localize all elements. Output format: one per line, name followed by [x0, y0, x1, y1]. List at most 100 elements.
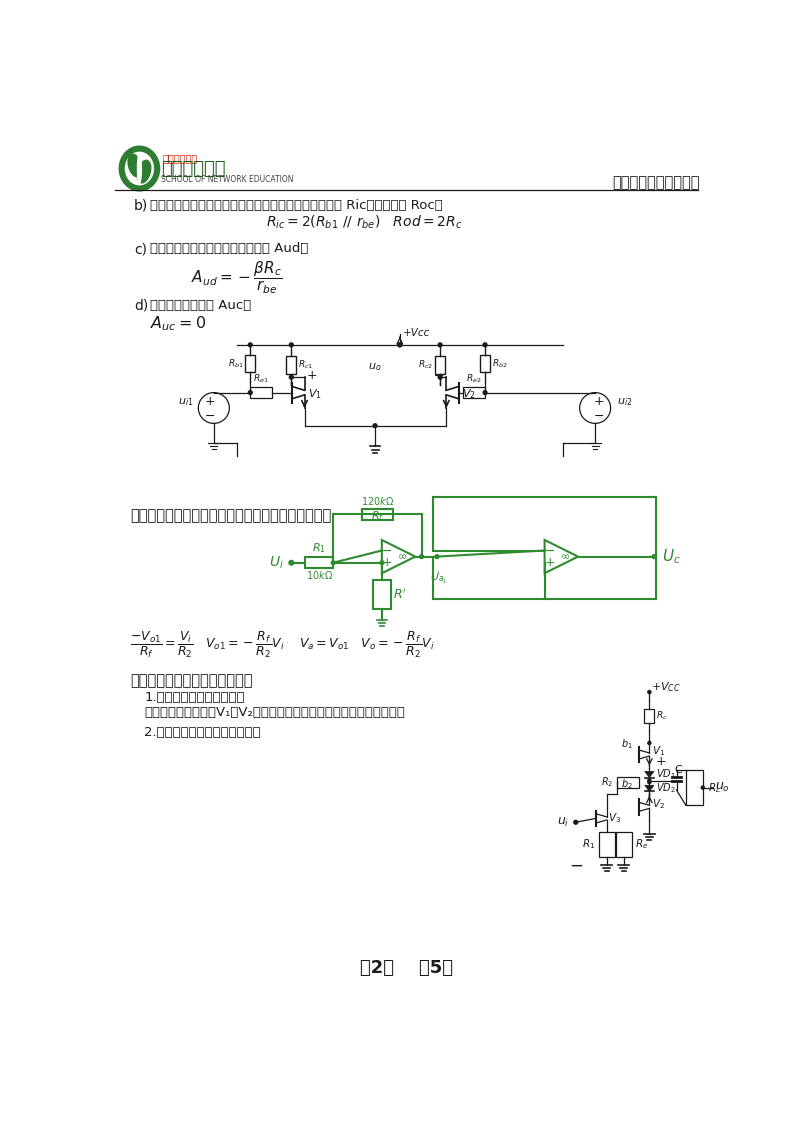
Text: $b_2$: $b_2$ [621, 776, 632, 791]
Text: $u_o$: $u_o$ [715, 781, 730, 794]
Bar [616, 833, 631, 857]
Text: $-$: $-$ [544, 544, 555, 557]
Ellipse shape [137, 160, 151, 183]
Polygon shape [645, 785, 654, 791]
Text: $+V_{CC}$: $+V_{CC}$ [651, 681, 680, 695]
Text: $U_c$: $U_c$ [662, 548, 680, 565]
Text: +: + [594, 395, 604, 408]
Bar [463, 387, 485, 398]
Text: $U_{a_1}$: $U_{a_1}$ [430, 570, 447, 586]
Text: $R_L$: $R_L$ [707, 781, 720, 794]
Circle shape [289, 561, 293, 565]
Text: 四．电路如图所示，请分析输入与输出之间的关系．: 四．电路如图所示，请分析输入与输出之间的关系． [130, 508, 331, 523]
Text: $\infty$: $\infty$ [397, 552, 407, 562]
Bar [645, 709, 654, 723]
Circle shape [648, 779, 651, 782]
Circle shape [289, 375, 293, 379]
Circle shape [648, 781, 651, 784]
Text: $V_1$: $V_1$ [653, 745, 665, 758]
Ellipse shape [119, 146, 159, 191]
Text: $R_1$: $R_1$ [582, 838, 595, 852]
Text: 1.该电路中二极管的作用；: 1.该电路中二极管的作用； [144, 690, 245, 703]
Polygon shape [645, 772, 654, 778]
Circle shape [419, 554, 423, 559]
Text: $R_{c1}$: $R_{c1}$ [298, 359, 313, 371]
Text: $R_{ic} = 2(R_{b1}\ //\ r_{be})$   $Rod = 2R_c$: $R_{ic} = 2(R_{b1}\ //\ r_{be})$ $Rod = … [266, 214, 462, 231]
Text: +: + [656, 755, 666, 767]
Text: +: + [307, 369, 317, 383]
Text: $R_{c2}$: $R_{c2}$ [419, 359, 434, 371]
Text: 陕西师范大学: 陕西师范大学 [163, 153, 198, 163]
Circle shape [652, 554, 656, 559]
Text: $R_{e2}$: $R_{e2}$ [466, 373, 482, 385]
Text: 2.计算该电路的最大输出功率．: 2.计算该电路的最大输出功率． [144, 726, 261, 739]
Text: $-$: $-$ [593, 410, 604, 422]
Text: 第2页    共5页: 第2页 共5页 [359, 959, 453, 977]
Text: $V_2$: $V_2$ [462, 387, 476, 401]
Text: +: + [205, 395, 215, 408]
Ellipse shape [128, 154, 141, 176]
Circle shape [248, 390, 252, 395]
Text: 请画出该电路的共模单边等效电路并计算共模输入电阵 Ric，输出电阵 Roc；: 请画出该电路的共模单边等效电路并计算共模输入电阵 Ric，输出电阵 Roc； [150, 199, 442, 212]
Bar [686, 770, 703, 806]
Bar [599, 833, 615, 857]
Bar [617, 776, 638, 788]
Ellipse shape [125, 153, 153, 185]
Text: $V_2$: $V_2$ [653, 797, 665, 811]
Text: $A_{uc} = 0$: $A_{uc} = 0$ [150, 314, 205, 333]
Circle shape [648, 742, 651, 745]
Text: $R_e$: $R_e$ [635, 838, 649, 852]
Text: $+$: $+$ [381, 557, 393, 569]
Text: $R_{b1}$: $R_{b1}$ [228, 357, 243, 369]
Text: $u_{i2}$: $u_{i2}$ [617, 396, 632, 407]
Text: b): b) [134, 199, 148, 212]
Text: $u_i$: $u_i$ [557, 816, 569, 829]
Text: $R'$: $R'$ [393, 587, 407, 601]
Bar [305, 558, 333, 568]
Text: $U_i$: $U_i$ [269, 554, 284, 571]
Circle shape [439, 375, 442, 379]
Text: 请计算该电路的差模电压放大倍数 Aud，: 请计算该电路的差模电压放大倍数 Aud， [150, 242, 308, 256]
Circle shape [701, 787, 704, 789]
Circle shape [373, 424, 377, 427]
Circle shape [483, 343, 487, 347]
Text: $R_{b2}$: $R_{b2}$ [492, 357, 508, 369]
Text: $R_c$: $R_c$ [656, 710, 668, 723]
Text: $\dfrac{-V_{o1}}{R_f} = \dfrac{V_i}{R_2}$   $V_{o1} = -\dfrac{R_f}{R_2}V_i$    $: $\dfrac{-V_{o1}}{R_f} = \dfrac{V_i}{R_2}… [130, 629, 435, 660]
Text: $V_1$: $V_1$ [308, 387, 321, 401]
Text: 该电路中的二极管给V₁，V₂两三极管提供微导通电压，以克服交越失真: 该电路中的二极管给V₁，V₂两三极管提供微导通电压，以克服交越失真 [144, 706, 405, 719]
Text: $R_{e1}$: $R_{e1}$ [253, 373, 269, 385]
Text: $u_{i1}$: $u_{i1}$ [178, 396, 193, 407]
Text: $-$: $-$ [433, 369, 444, 383]
Text: $VD_1$: $VD_1$ [656, 767, 676, 781]
Circle shape [380, 561, 384, 564]
Text: 网络教育学院: 网络教育学院 [161, 159, 226, 177]
Text: $\infty$: $\infty$ [560, 552, 569, 562]
Text: $V_3$: $V_3$ [608, 811, 622, 826]
Circle shape [248, 343, 252, 347]
Bar [374, 580, 390, 609]
Text: $R_2$: $R_2$ [601, 775, 614, 789]
Text: $VD_2$: $VD_2$ [656, 781, 676, 795]
Text: 《电子技术基础》作业: 《电子技术基础》作业 [612, 175, 699, 190]
Circle shape [331, 561, 335, 564]
Bar [480, 355, 490, 371]
Text: 共模电压放大倍数 Auc。: 共模电压放大倍数 Auc。 [150, 298, 251, 312]
Text: $A_{ud} = -\dfrac{\beta R_c}{r_{be}}$: $A_{ud} = -\dfrac{\beta R_c}{r_{be}}$ [190, 259, 282, 296]
Circle shape [574, 820, 577, 825]
Text: C: C [674, 765, 682, 775]
Circle shape [435, 554, 439, 559]
Bar [362, 509, 393, 519]
Ellipse shape [137, 154, 141, 183]
Circle shape [483, 390, 487, 395]
Text: $-$: $-$ [381, 544, 393, 557]
Circle shape [289, 343, 293, 347]
Text: $b_1$: $b_1$ [621, 737, 632, 752]
Text: $-$: $-$ [569, 856, 583, 874]
Circle shape [648, 690, 651, 693]
Bar [251, 387, 272, 398]
Bar [286, 356, 297, 374]
Circle shape [398, 343, 402, 347]
Text: $+$: $+$ [544, 557, 555, 569]
Bar [435, 356, 445, 374]
